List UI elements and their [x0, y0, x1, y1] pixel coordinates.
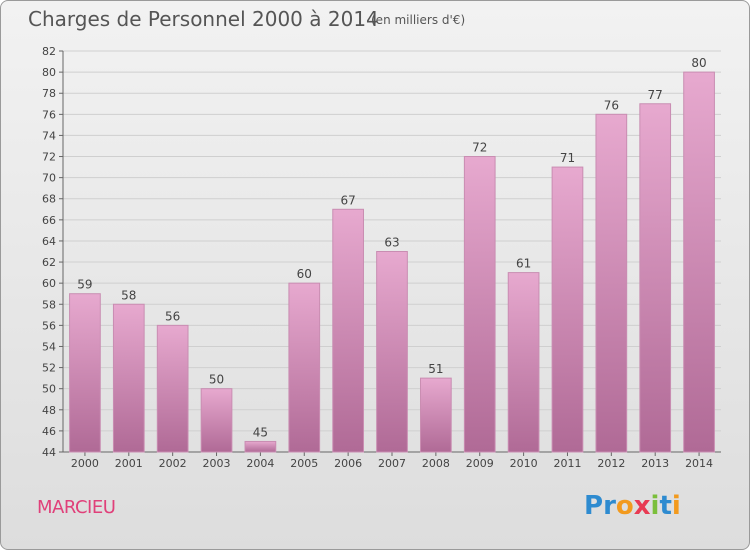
y-tick-label: 58	[42, 298, 56, 311]
logo-letter: r	[603, 491, 616, 521]
labels: 44 46 48 50 52 54 56 58 60 62 64 66 68 70 72 74 76 78 80 82…	[42, 45, 713, 470]
data-label: 80	[691, 56, 706, 70]
y-tick-label: 78	[42, 87, 56, 100]
bar	[112, 303, 145, 453]
y-tick-label: 54	[42, 340, 56, 353]
bar	[376, 251, 408, 453]
x-tick-label: 2010	[510, 457, 538, 470]
y-tick-label: 70	[42, 172, 56, 185]
x-tick-label: 2005	[290, 457, 318, 470]
y-tick-label: 60	[42, 277, 56, 290]
data-label: 63	[384, 236, 399, 250]
logo-letter: t	[659, 491, 672, 521]
x-tick-label: 2014	[685, 457, 713, 470]
data-label: 77	[648, 88, 663, 102]
x-tick-label: 2006	[334, 457, 362, 470]
y-tick-label: 76	[42, 108, 56, 121]
data-label: 59	[77, 278, 92, 292]
bar	[551, 166, 584, 453]
x-tick-label: 2009	[466, 457, 494, 470]
bar	[463, 156, 496, 453]
x-tick-label: 2001	[115, 457, 143, 470]
x-tick-label: 2007	[378, 457, 406, 470]
y-tick-label: 50	[42, 383, 56, 396]
bar	[200, 388, 233, 453]
x-tick-label: 2000	[71, 457, 99, 470]
bar	[507, 272, 540, 453]
logo-letter: x	[633, 491, 651, 521]
y-tick-label: 82	[42, 45, 56, 58]
data-label: 58	[121, 288, 136, 302]
bar	[639, 103, 672, 453]
chart-title: Charges de Personnel 2000 à 2014	[28, 7, 379, 31]
chart-subtitle: (en milliers d'€)	[371, 13, 466, 27]
bar	[332, 208, 364, 453]
y-tick-label: 72	[42, 151, 56, 164]
data-label: 60	[297, 267, 312, 281]
data-label: 61	[516, 257, 531, 271]
y-tick-label: 62	[42, 256, 56, 269]
data-label: 72	[472, 141, 487, 155]
bar	[156, 324, 189, 453]
y-tick-label: 80	[42, 66, 56, 79]
bar	[595, 113, 628, 453]
data-label: 71	[560, 151, 575, 165]
data-label: 45	[253, 425, 268, 439]
y-tick-label: 48	[42, 404, 56, 417]
x-tick-label: 2012	[597, 457, 625, 470]
data-label: 51	[428, 362, 443, 376]
x-tick-label: 2003	[203, 457, 231, 470]
proxiti-logo: Proxiti	[584, 491, 681, 521]
logo-letter: P	[584, 491, 604, 521]
y-tick-label: 64	[42, 235, 56, 248]
y-tick-label: 44	[42, 446, 56, 459]
bars	[69, 71, 715, 453]
bar	[69, 293, 101, 453]
y-tick-label: 68	[42, 193, 56, 206]
x-tick-label: 2002	[159, 457, 187, 470]
x-tick-label: 2004	[246, 457, 274, 470]
data-label: 56	[165, 309, 180, 323]
data-label: 76	[604, 98, 619, 112]
bar	[244, 440, 277, 453]
logo-letter: i	[650, 491, 660, 521]
y-tick-label: 66	[42, 214, 56, 227]
bar	[683, 71, 715, 453]
y-tick-label: 46	[42, 425, 56, 438]
data-label: 50	[209, 373, 224, 387]
x-tick-label: 2008	[422, 457, 450, 470]
logo-letter: i	[671, 491, 681, 521]
bar	[420, 377, 452, 453]
y-tick-label: 52	[42, 362, 56, 375]
x-tick-label: 2011	[553, 457, 581, 470]
y-tick-label: 56	[42, 319, 56, 332]
commune-name: MARCIEU	[37, 497, 116, 518]
logo-letter: o	[615, 491, 634, 521]
data-label: 67	[340, 193, 355, 207]
y-tick-label: 74	[42, 129, 56, 142]
bar	[288, 282, 321, 453]
x-tick-label: 2013	[641, 457, 669, 470]
